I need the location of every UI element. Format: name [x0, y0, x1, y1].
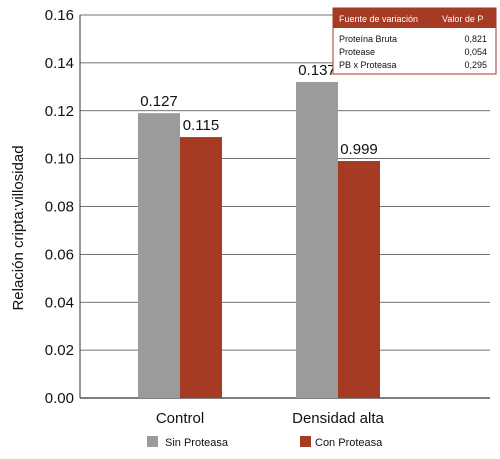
- stats-row-1-pvalue: 0,821: [464, 34, 487, 44]
- stats-row-3-pvalue: 0,295: [464, 60, 487, 70]
- y-tick-label: 0.14: [45, 55, 74, 72]
- y-tick-label: 0.04: [45, 294, 74, 311]
- stats-table-header-bg: [333, 8, 496, 28]
- stats-row-2-pvalue: 0,054: [464, 47, 487, 57]
- legend-label-sin-proteasa: Sin Proteasa: [165, 437, 229, 449]
- stats-row-3-source: PB x Proteasa: [339, 60, 397, 70]
- y-tick-label: 0.16: [45, 7, 74, 24]
- bar-sin-proteasa-control: [138, 113, 180, 399]
- y-tick-label: 0.06: [45, 246, 74, 263]
- legend-swatch-con-proteasa: [300, 436, 311, 447]
- y-tick-label: 0.00: [45, 390, 74, 407]
- legend-swatch-sin-proteasa: [147, 436, 158, 447]
- bar-con-proteasa-control: [180, 137, 222, 399]
- data-label: 0.137: [298, 62, 336, 79]
- data-label: 0.115: [183, 117, 219, 134]
- y-axis-label: Relación cripta:villosidad: [10, 145, 27, 310]
- x-category-label: Densidad alta: [292, 410, 384, 427]
- legend: Sin Proteasa Con Proteasa: [147, 436, 383, 449]
- stats-header-source: Fuente de variación: [339, 14, 418, 24]
- bar-con-proteasa-densidad-alta: [338, 161, 380, 398]
- stats-row-1-source: Proteína Bruta: [339, 34, 397, 44]
- data-label: 0.127: [140, 93, 178, 110]
- stats-row-2-source: Protease: [339, 47, 375, 57]
- y-axis-ticks: 0.00 0.02 0.04 0.06 0.08 0.10 0.12 0.14 0.16: [45, 7, 74, 407]
- data-labels: 0.127 0.115 0.137 0.999: [140, 62, 378, 158]
- y-tick-label: 0.10: [45, 151, 74, 168]
- y-tick-label: 0.02: [45, 342, 74, 359]
- x-category-label: Control: [156, 410, 204, 427]
- y-tick-label: 0.08: [45, 199, 74, 216]
- legend-label-con-proteasa: Con Proteasa: [315, 437, 383, 449]
- y-tick-label: 0.12: [45, 103, 74, 120]
- x-axis-categories: Control Densidad alta: [156, 410, 385, 427]
- data-label: 0.999: [340, 141, 378, 158]
- p-value-table: Fuente de variación Valor de P Proteína …: [332, 7, 497, 75]
- bar-sin-proteasa-densidad-alta: [296, 82, 338, 399]
- stats-header-pvalue: Valor de P: [442, 14, 483, 24]
- bars: [138, 82, 380, 399]
